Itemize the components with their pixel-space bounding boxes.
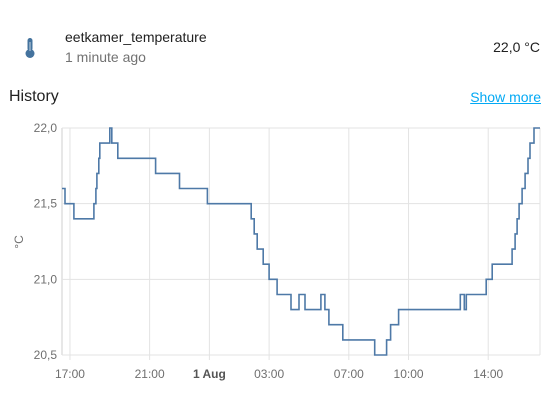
x-tick-label: 10:00 — [394, 367, 424, 381]
x-tick-label: 1 Aug — [193, 367, 226, 381]
x-tick-label: 17:00 — [55, 367, 85, 381]
y-tick-label: 22,0 — [34, 121, 58, 135]
y-tick-label: 21,5 — [34, 197, 58, 211]
entity-last-changed: 1 minute ago — [65, 49, 146, 65]
entity-state: 22,0 °C — [493, 39, 540, 55]
thermometer-icon — [25, 38, 35, 58]
x-tick-label: 03:00 — [254, 367, 284, 381]
entity-row[interactable]: eetkamer_temperature 1 minute ago 22,0 °… — [0, 0, 549, 80]
y-tick-label: 20,5 — [34, 348, 58, 362]
y-axis-label: °C — [12, 235, 26, 249]
history-chart[interactable]: 20,5 21,0 21,5 22,0 17:00 21:00 1 Aug 03:00 07:… — [0, 115, 549, 390]
x-tick-label: 14:00 — [473, 367, 503, 381]
x-tick-label: 07:00 — [334, 367, 364, 381]
y-tick-label: 21,0 — [34, 272, 58, 286]
chart-grid — [61, 127, 541, 360]
x-tick-label: 21:00 — [135, 367, 165, 381]
history-title: History — [9, 88, 59, 105]
show-more-link[interactable]: Show more — [470, 89, 541, 105]
entity-name[interactable]: eetkamer_temperature — [65, 29, 207, 45]
series-line — [62, 127, 540, 356]
x-axis-ticks: 17:00 21:00 1 Aug 03:00 07:00 10:00 14:00 — [55, 367, 504, 381]
y-axis-ticks: 20,5 21,0 21,5 22,0 — [34, 121, 58, 362]
